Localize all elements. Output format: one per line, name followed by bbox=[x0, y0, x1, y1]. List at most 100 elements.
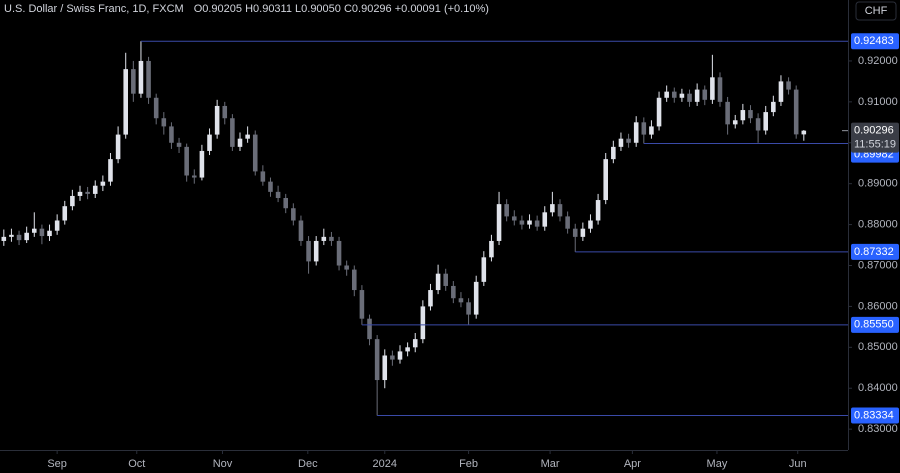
last-price-label: 0.90296 bbox=[854, 125, 894, 137]
candle-body bbox=[717, 77, 723, 102]
candle-body bbox=[222, 105, 228, 119]
candle-body bbox=[70, 195, 75, 207]
candle-body bbox=[740, 110, 746, 121]
candle-body bbox=[344, 265, 349, 270]
x-tick-label: May bbox=[707, 458, 728, 470]
level-label: 0.87332 bbox=[854, 246, 894, 258]
candle-body bbox=[489, 240, 494, 258]
candle-body bbox=[245, 134, 250, 139]
candle-body bbox=[92, 185, 98, 194]
candle-body bbox=[352, 269, 357, 291]
candle-body bbox=[138, 60, 144, 94]
currency-button[interactable] bbox=[855, 1, 897, 21]
candle-body bbox=[85, 191, 90, 194]
candle-body bbox=[428, 290, 433, 307]
level-box bbox=[851, 407, 899, 424]
candle-body bbox=[306, 240, 311, 262]
candle-body bbox=[687, 93, 692, 102]
candle-body bbox=[176, 142, 182, 147]
candle-body bbox=[313, 240, 319, 262]
candle-body bbox=[321, 236, 327, 241]
chart-title: U.S. Dollar / Swiss Franc, 1D, FXCM bbox=[4, 3, 184, 15]
candle-body bbox=[565, 216, 570, 229]
y-tick-label: 0.86000 bbox=[858, 300, 898, 312]
candle-body bbox=[580, 228, 586, 237]
y-tick-label: 0.87000 bbox=[858, 259, 898, 271]
candle-body bbox=[451, 285, 456, 299]
candle-body bbox=[694, 89, 700, 102]
candle-body bbox=[100, 181, 106, 186]
candle-body bbox=[412, 339, 418, 348]
candle-body bbox=[367, 318, 372, 340]
candle-body bbox=[9, 234, 14, 237]
candle-body bbox=[153, 97, 159, 119]
candle-body bbox=[649, 126, 654, 135]
candle-body bbox=[382, 355, 388, 381]
candle-body bbox=[329, 236, 334, 241]
candle-body bbox=[77, 191, 83, 196]
x-tick-label: Jun bbox=[789, 458, 807, 470]
level-label: 0.85550 bbox=[854, 319, 894, 331]
candle-body bbox=[672, 91, 677, 98]
candle-body bbox=[32, 228, 37, 233]
candle-body bbox=[131, 69, 136, 94]
candle-body bbox=[207, 134, 212, 151]
candle-body bbox=[298, 220, 304, 241]
candle-body bbox=[184, 146, 189, 176]
candle-body bbox=[595, 200, 601, 221]
candle-body bbox=[496, 204, 502, 241]
candle-body bbox=[214, 105, 220, 135]
candle-body bbox=[611, 146, 616, 160]
candle-body bbox=[39, 228, 45, 237]
candle-body bbox=[656, 97, 662, 127]
candle-body bbox=[146, 60, 151, 98]
candle-body bbox=[588, 220, 593, 229]
level-box bbox=[851, 316, 899, 333]
candle-body bbox=[169, 126, 174, 143]
x-tick-label: Oct bbox=[128, 458, 145, 470]
candle-body bbox=[572, 228, 578, 237]
x-tick-label: 2024 bbox=[373, 458, 397, 470]
candle-body bbox=[405, 347, 410, 352]
candle-body bbox=[618, 138, 624, 147]
y-tick-label: 0.88000 bbox=[858, 218, 898, 230]
candle-body bbox=[374, 339, 380, 381]
y-tick-label: 0.92000 bbox=[858, 55, 898, 67]
candle-body bbox=[24, 232, 29, 241]
y-tick-label: 0.84000 bbox=[858, 382, 898, 394]
candle-body bbox=[199, 150, 205, 178]
candle-body bbox=[557, 204, 563, 217]
candle-body bbox=[268, 181, 273, 192]
last-price-box bbox=[851, 122, 899, 153]
level-label: 0.92483 bbox=[854, 35, 894, 47]
candle-body bbox=[192, 175, 197, 178]
candle-body bbox=[732, 120, 738, 125]
candle-body bbox=[763, 112, 768, 131]
candle-body bbox=[62, 206, 68, 221]
candle-body bbox=[519, 220, 525, 225]
candle-body bbox=[275, 191, 281, 198]
candle-body bbox=[108, 159, 113, 182]
candle-body bbox=[115, 134, 121, 160]
x-tick-label: Dec bbox=[298, 458, 318, 470]
y-tick-label: 0.89000 bbox=[858, 178, 898, 190]
candle-body bbox=[801, 130, 807, 135]
candle-body bbox=[679, 93, 685, 98]
candle-body bbox=[542, 212, 548, 227]
x-tick-label: Mar bbox=[541, 458, 560, 470]
candle-body bbox=[504, 204, 509, 217]
candle-body bbox=[390, 355, 395, 360]
level-label: 0.83334 bbox=[854, 409, 894, 421]
currency-label: CHF bbox=[865, 5, 888, 17]
level-box bbox=[851, 243, 899, 260]
candle-body bbox=[47, 230, 52, 237]
x-tick-label: Feb bbox=[459, 458, 478, 470]
candle-body bbox=[336, 240, 342, 266]
candle-body bbox=[748, 110, 753, 119]
candle-body bbox=[291, 208, 296, 221]
candle-body bbox=[755, 118, 761, 131]
candle-body bbox=[435, 273, 441, 291]
candle-body bbox=[710, 77, 715, 100]
y-tick-label: 0.85000 bbox=[858, 341, 898, 353]
